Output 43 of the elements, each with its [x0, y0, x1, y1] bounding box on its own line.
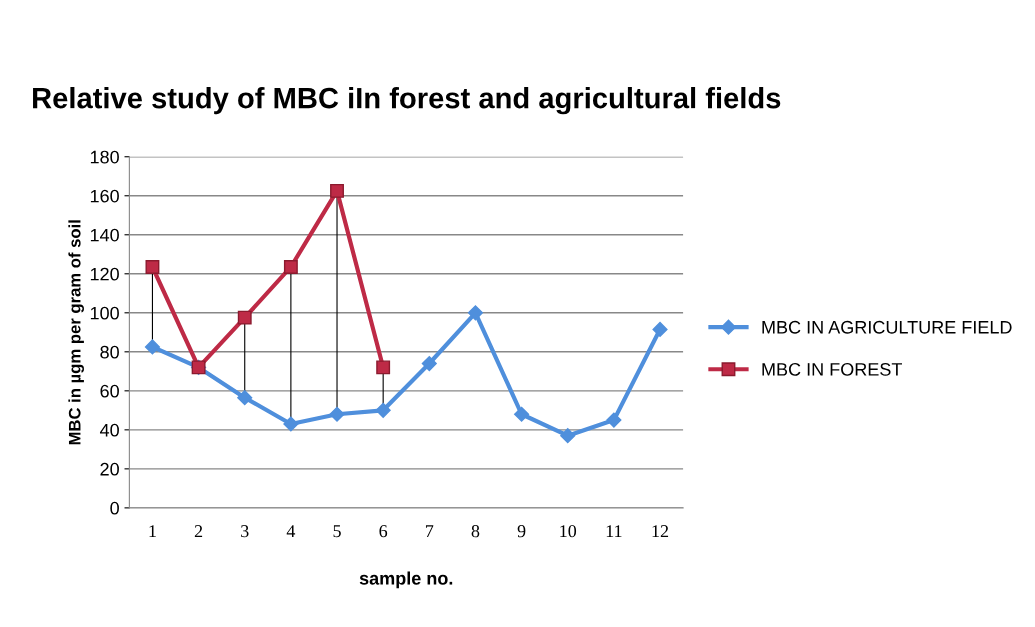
point: [375, 402, 391, 418]
point: [421, 355, 437, 372]
y-tick-label: 120: [90, 267, 119, 281]
y-tick-label: 100: [90, 306, 119, 320]
x-tick-label: 2: [194, 525, 203, 538]
y-tick-label: 40: [99, 423, 119, 437]
point: [237, 390, 253, 406]
x-tick-label: 9: [517, 525, 526, 538]
point: [144, 339, 161, 355]
y-tick-label: 20: [100, 462, 119, 476]
point: [606, 412, 622, 428]
x-axis-title: sample no.: [359, 571, 453, 589]
x-tick-label: 10: [560, 525, 577, 538]
x-tick-label: 3: [241, 525, 249, 538]
y-tick-label: 80: [100, 345, 119, 359]
point: [145, 260, 160, 274]
x-tick-label: 6: [379, 525, 388, 538]
point: [283, 260, 298, 274]
point: [329, 406, 345, 422]
x-tick-label: 5: [333, 525, 341, 538]
chart-title: Relative study of MBC iIn forest and agricultural fields: [33, 87, 781, 115]
point: [237, 310, 252, 325]
point: [467, 305, 484, 321]
y-tick-label: 60: [100, 384, 119, 398]
point: [652, 321, 668, 337]
point: [514, 406, 530, 422]
y-axis-title: MBC in µgm per gram of soil: [68, 220, 84, 445]
point: [283, 416, 299, 432]
y-tick-label: 160: [90, 189, 119, 203]
x-tick-label: 4: [286, 525, 296, 538]
x-tick-label: 7: [425, 525, 434, 538]
point: [560, 428, 576, 444]
point: [330, 183, 344, 198]
x-tick-label: 8: [471, 525, 480, 538]
x-tick-label: 11: [606, 525, 622, 538]
y-tick-label: 180: [90, 150, 119, 164]
y-tick-label: 0: [110, 501, 119, 515]
legend-label: MBC IN FOREST: [762, 362, 903, 376]
y-tick-label: 140: [90, 228, 119, 242]
point: [376, 360, 391, 375]
legend-label: MBC IN AGRICULTURE FIELD: [762, 320, 1012, 334]
x-tick-label: 1: [149, 525, 156, 538]
x-tick-label: 12: [652, 525, 669, 538]
